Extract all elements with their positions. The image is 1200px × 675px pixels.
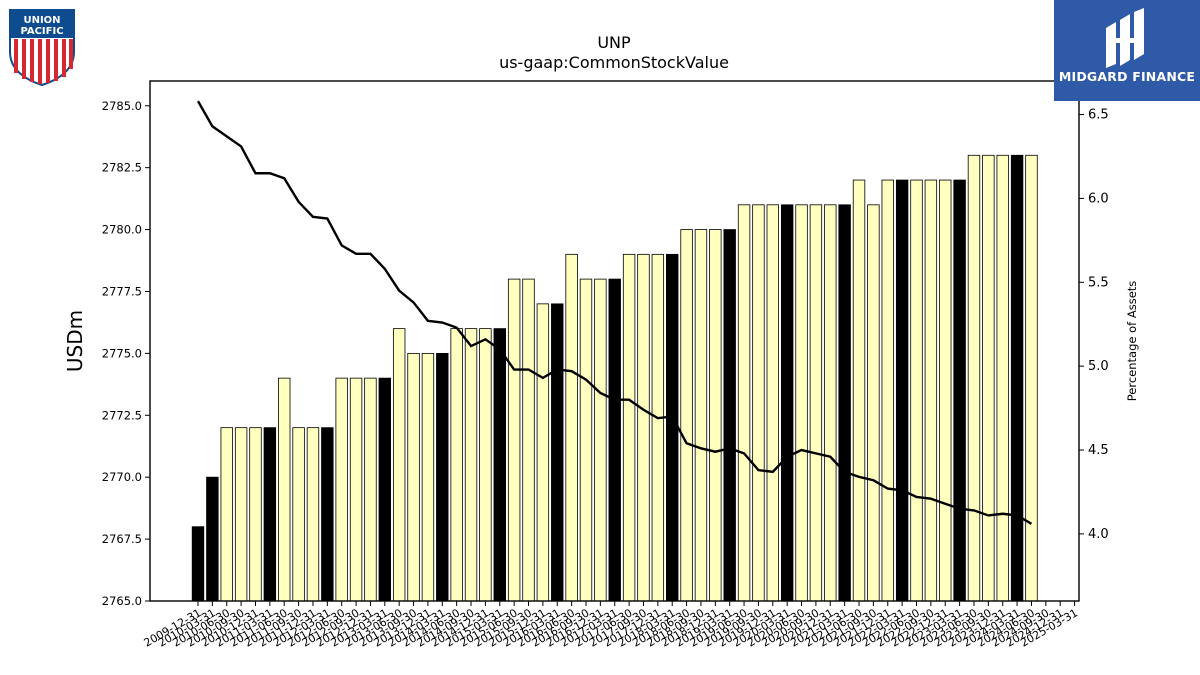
- bars-layer: [191, 154, 1038, 602]
- y2-tick-label: 5.5: [1088, 275, 1109, 290]
- bar: [249, 427, 262, 602]
- y-tick-label: 2780.0: [102, 223, 142, 237]
- bar: [234, 427, 248, 602]
- bar: [493, 328, 506, 602]
- bar: [680, 229, 693, 602]
- bar: [867, 204, 880, 602]
- bar: [364, 377, 377, 602]
- bar: [651, 253, 665, 602]
- bar: [709, 229, 722, 602]
- bar: [752, 204, 765, 602]
- bar: [551, 303, 564, 602]
- y-tick-label: 2770.0: [102, 470, 142, 484]
- bar: [436, 352, 449, 602]
- bar: [967, 154, 981, 602]
- y2-axis: 4.0 4.5 5.0 5.5 6.0 6.5: [1079, 108, 1109, 542]
- y-tick-label: 2772.5: [102, 408, 142, 422]
- bar: [220, 427, 233, 602]
- bar: [263, 427, 277, 602]
- bar: [824, 204, 837, 602]
- bar: [852, 179, 866, 602]
- x-axis: 2009-12-312010-03-312010-06-302010-09-30…: [142, 601, 1080, 650]
- y-tick-label: 2777.5: [102, 284, 142, 298]
- bar: [407, 352, 420, 602]
- bar: [982, 154, 995, 602]
- chart-title: UNP: [597, 33, 631, 52]
- bar: [464, 328, 478, 602]
- bar: [349, 377, 363, 602]
- bar: [1010, 154, 1024, 602]
- y2-tick-label: 4.0: [1088, 527, 1109, 542]
- bar: [996, 154, 1009, 602]
- bar: [910, 179, 923, 602]
- bar: [953, 179, 966, 602]
- bar: [694, 229, 708, 602]
- y-tick-label: 2765.0: [102, 594, 142, 608]
- y2-tick-label: 6.5: [1088, 108, 1109, 123]
- y-tick-label: 2767.5: [102, 532, 142, 546]
- bar: [378, 377, 392, 602]
- bar: [666, 253, 679, 602]
- y2-tick-label: 5.0: [1088, 359, 1109, 374]
- bar: [1025, 154, 1038, 602]
- midgard-mark-icon: [1106, 8, 1144, 68]
- y-axis: 2765.0 2767.5 2770.0 2772.5 2775.0 2777.5 2780…: [102, 99, 150, 608]
- bar: [191, 526, 205, 602]
- logo-pacific-text: PACIFIC: [20, 26, 63, 37]
- bar: [780, 204, 794, 602]
- y2-tick-label: 6.0: [1088, 191, 1109, 206]
- bar: [306, 427, 320, 602]
- y-axis-label: USDm: [63, 310, 87, 372]
- bar: [565, 253, 578, 602]
- bar: [939, 179, 952, 602]
- bar: [335, 377, 348, 602]
- bar: [421, 352, 435, 602]
- bar: [522, 278, 535, 602]
- bar: [608, 278, 621, 602]
- bar: [795, 204, 808, 602]
- union-pacific-logo: UNION PACIFIC: [6, 8, 78, 87]
- y2-axis-label: Percentage of Assets: [1125, 281, 1139, 402]
- bar: [881, 179, 894, 602]
- y-tick-label: 2775.0: [102, 346, 142, 360]
- y2-tick-label: 4.5: [1088, 443, 1109, 458]
- bar: [737, 204, 751, 602]
- bar: [622, 253, 636, 602]
- y-tick-label: 2785.0: [102, 99, 142, 113]
- bar: [392, 328, 406, 602]
- bar: [292, 427, 305, 602]
- bar: [838, 204, 851, 602]
- midgard-finance-text: MIDGARD FINANCE: [1058, 69, 1196, 84]
- bar: [479, 328, 492, 602]
- line-layer: [196, 100, 1033, 525]
- bar: [637, 253, 650, 602]
- chart-subtitle: us-gaap:CommonStockValue: [499, 53, 729, 72]
- bar: [321, 427, 334, 602]
- midgard-finance-logo: MIDGARD FINANCE: [1054, 0, 1200, 101]
- logo-union-text: UNION: [23, 15, 60, 26]
- bar: [809, 204, 823, 602]
- bar: [895, 179, 909, 602]
- bar: [450, 328, 463, 602]
- bar: [507, 278, 521, 602]
- y-tick-label: 2782.5: [102, 161, 142, 175]
- bar: [766, 204, 780, 602]
- bar: [206, 476, 219, 602]
- bar: [723, 229, 736, 602]
- bar: [924, 179, 938, 602]
- bar: [278, 377, 291, 602]
- series-line: [196, 100, 1033, 525]
- bar: [579, 278, 593, 602]
- bar: [536, 303, 550, 602]
- bar: [594, 278, 607, 602]
